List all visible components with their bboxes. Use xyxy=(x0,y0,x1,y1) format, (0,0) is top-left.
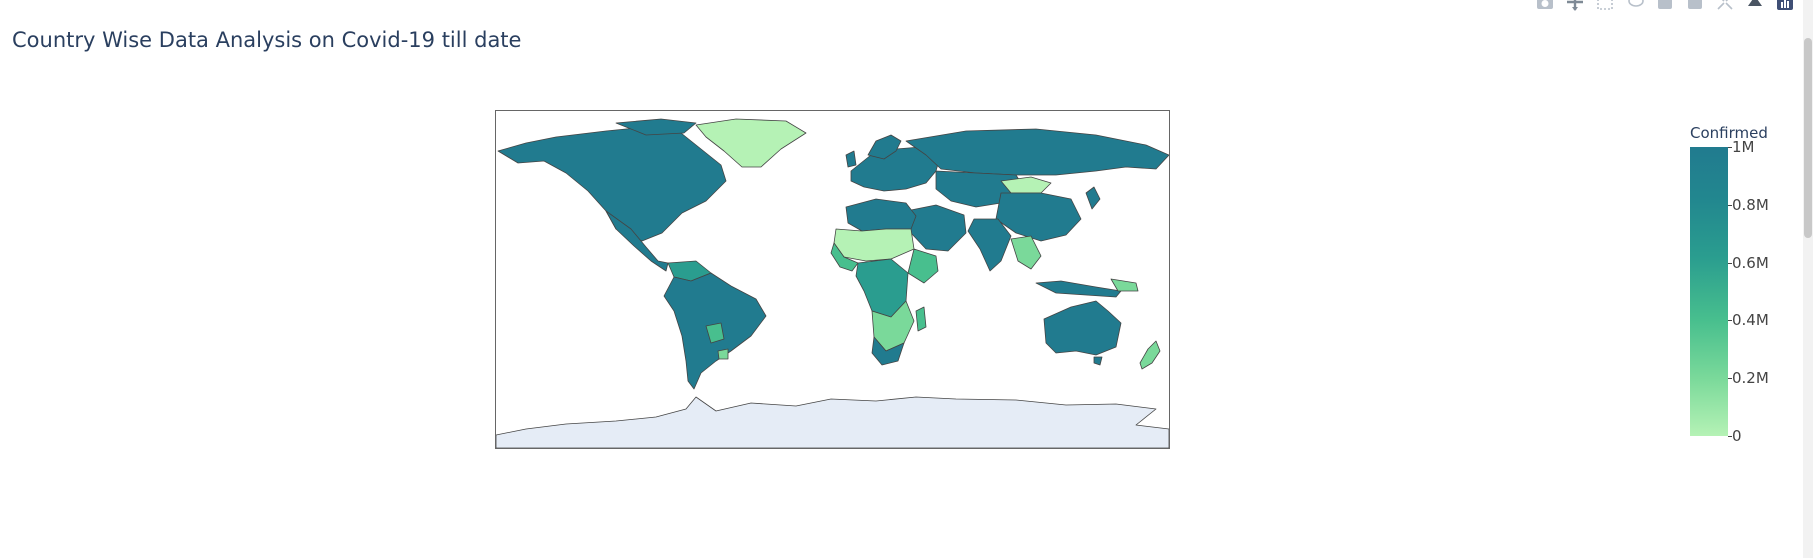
north-africa xyxy=(845,198,917,232)
australia xyxy=(1043,300,1122,356)
colorbar-tick-mark xyxy=(1728,147,1732,148)
colorbar-tick-0-6m: 0.6M xyxy=(1732,254,1769,272)
chart-title: Country Wise Data Analysis on Covid-19 t… xyxy=(12,28,522,52)
scrollbar-thumb[interactable] xyxy=(1804,38,1812,238)
japan xyxy=(1085,186,1101,210)
antarctica xyxy=(496,396,1169,448)
colorbar-tick-mark xyxy=(1728,205,1732,206)
china xyxy=(995,192,1082,242)
middle-east xyxy=(905,204,967,252)
west-africa xyxy=(830,242,859,272)
zoom-out-icon[interactable] xyxy=(1685,0,1705,12)
east-africa xyxy=(907,248,939,284)
png xyxy=(1110,278,1139,292)
plotly-logo-icon[interactable] xyxy=(1775,0,1795,12)
camera-icon[interactable] xyxy=(1535,0,1555,12)
reset-icon[interactable] xyxy=(1745,0,1765,12)
colorbar-tick-0: 0 xyxy=(1732,427,1742,445)
box-select-icon[interactable] xyxy=(1595,0,1615,12)
colorbar-tick-0-2m: 0.2M xyxy=(1732,369,1769,387)
zoom-in-icon[interactable] xyxy=(1655,0,1675,12)
colorbar-tick-mark xyxy=(1728,320,1732,321)
lasso-icon[interactable] xyxy=(1625,0,1645,12)
colorbar-tick-0-8m: 0.8M xyxy=(1732,196,1769,214)
indonesia xyxy=(1035,280,1122,298)
mexico-central-america xyxy=(605,210,669,272)
south-africa xyxy=(871,336,905,366)
india xyxy=(967,218,1012,272)
colorbar-tick-mark xyxy=(1728,378,1732,379)
mongolia xyxy=(1000,176,1052,194)
colorbar-title: Confirmed xyxy=(1690,124,1768,142)
russia xyxy=(905,128,1169,176)
page-scrollbar[interactable] xyxy=(1803,0,1813,558)
colorbar-tick-mark xyxy=(1728,263,1732,264)
new-zealand xyxy=(1139,340,1161,370)
uruguay xyxy=(717,348,729,360)
pan-icon[interactable] xyxy=(1565,0,1585,12)
world-map[interactable] xyxy=(495,110,1170,449)
modebar xyxy=(1535,0,1795,14)
tasmania xyxy=(1093,356,1103,366)
colorbar-tick-1m: 1M xyxy=(1732,138,1755,156)
colorbar-tick-0-4m: 0.4M xyxy=(1732,311,1769,329)
autoscale-icon[interactable] xyxy=(1715,0,1735,12)
uk xyxy=(845,150,857,168)
southeast-asia xyxy=(1010,235,1042,270)
scandinavia xyxy=(867,134,902,160)
paraguay xyxy=(705,322,725,344)
north-america xyxy=(497,125,727,242)
colorbar-tick-mark xyxy=(1728,436,1732,437)
greenland xyxy=(695,118,807,168)
arctic-islands xyxy=(615,118,697,136)
colorbar xyxy=(1690,147,1728,436)
madagascar xyxy=(915,306,927,332)
